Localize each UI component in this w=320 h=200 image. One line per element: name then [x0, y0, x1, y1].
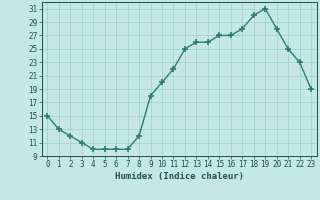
X-axis label: Humidex (Indice chaleur): Humidex (Indice chaleur)	[115, 172, 244, 181]
